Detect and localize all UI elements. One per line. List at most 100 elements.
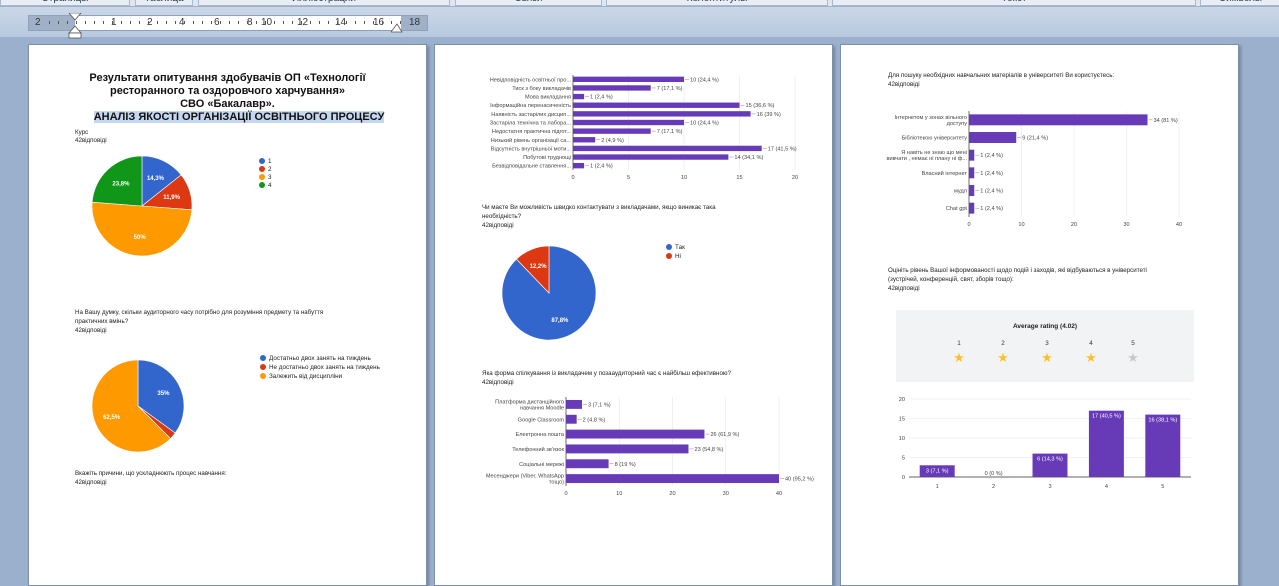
ruler-tick xyxy=(166,21,167,24)
ribbon-group-0[interactable]: Страницы xyxy=(0,0,130,6)
ribbon: Страницы Таблица Иллюстрации Связи Колонтиту… xyxy=(0,0,1279,7)
data-label: 9 (21,4 %) xyxy=(1022,136,1048,142)
q6-question: Для пошуку необхідних навчальних матеріа… xyxy=(888,72,1115,79)
legend-item: Не достатньо двох занять на тиждень xyxy=(260,364,380,371)
legend-swatch xyxy=(260,373,266,379)
communication-bar-chart: 0 10 20 30 40 Платформа дистанційногонавчання… xyxy=(486,397,814,497)
ribbon-group-5[interactable]: Текст xyxy=(832,0,1196,6)
q1-count: 42відповіді xyxy=(75,137,107,144)
ruler-tick xyxy=(238,21,239,24)
q5-count: 42відповіді xyxy=(482,379,514,386)
x-tick-label: 3 xyxy=(1048,484,1051,490)
x-tick-label: 30 xyxy=(1123,222,1129,228)
pie-slice-label: 23,8% xyxy=(112,181,130,187)
bar xyxy=(573,111,751,117)
right-indent-marker[interactable] xyxy=(391,23,403,33)
data-label: 6 (14,3 %) xyxy=(1037,457,1063,463)
ruler-tick xyxy=(364,21,365,24)
average-rating-panel: Average rating (4.02) 1 ★ 2 ★ 3 ★ 4 ★ 5 ★ xyxy=(896,310,1194,382)
category-label: Інформаційна перенасиченість xyxy=(490,102,571,109)
pie-slice-label: 35% xyxy=(157,391,170,397)
data-label: 23 (54,8 %) xyxy=(694,447,723,453)
category-label: Інтернетом у зонах вільного xyxy=(894,115,967,121)
bar xyxy=(573,76,684,82)
category-label: Побутові труднощі xyxy=(523,155,571,161)
rating-scale-label: 5 xyxy=(1131,340,1135,347)
ruler-tick xyxy=(157,21,158,24)
study-time-pie-chart: 35% 62,5% xyxy=(91,359,185,453)
ruler-tick xyxy=(94,21,95,24)
x-tick-label: 10 xyxy=(681,175,687,181)
ruler-area: 2 1 2 4 6 8 10 12 14 16 18 xyxy=(0,7,1279,39)
report-subtitle: АНАЛІЗ ЯКОСТІ ОРГАНІЗАЦІЇ ОСВІТНЬОГО ПРО… xyxy=(89,111,389,124)
ribbon-group-1[interactable]: Таблица xyxy=(135,0,193,6)
ribbon-group-6[interactable]: Символы xyxy=(1200,0,1279,6)
legend-label: 4 xyxy=(268,182,272,189)
ribbon-group-4[interactable]: Колонтитулы xyxy=(606,0,828,6)
data-label: 8 (19 %) xyxy=(615,462,636,468)
category-label: Власний інтернет xyxy=(922,170,968,177)
q4-count: 42відповіді xyxy=(482,222,514,229)
x-tick-label: 5 xyxy=(627,175,630,181)
pie-slice-label: 14,3% xyxy=(147,176,165,182)
data-label: 14 (34,1 %) xyxy=(734,155,763,161)
category-label: Застаріла технічна та лабора... xyxy=(490,121,572,127)
category-label: Платформа дистанційного xyxy=(495,398,564,405)
bar xyxy=(969,149,975,161)
average-rating-title: Average rating (4.02) xyxy=(1012,323,1078,330)
pie-slice-label: 87,8% xyxy=(551,318,569,324)
category-label: Електронна пошта xyxy=(516,432,565,438)
q7-question-line-2: (зустрічей, конференцій, свят, зборів то… xyxy=(888,276,1014,283)
category-label: доступу xyxy=(947,121,968,127)
bar xyxy=(1032,453,1068,477)
bar xyxy=(1088,410,1124,477)
pie-slice xyxy=(137,359,185,434)
rating-scale-label: 3 xyxy=(1045,340,1049,347)
q6-count: 42відповіді xyxy=(888,81,920,88)
ribbon-group-3[interactable]: Связи xyxy=(455,0,602,6)
category-label: Недостатня практична підгот... xyxy=(492,129,572,135)
ruler-tick xyxy=(184,21,185,24)
q2-question-line-1: На Вашу думку, скільки аудиторного часу … xyxy=(75,309,324,316)
data-label: 34 (81 %) xyxy=(1154,118,1178,124)
data-label: 1 (2,4 %) xyxy=(590,95,613,101)
indent-marker[interactable] xyxy=(68,13,82,39)
q3-question: Вкажіть причини, що ускладнюють процес н… xyxy=(75,470,227,477)
legend-swatch xyxy=(259,158,265,164)
bar xyxy=(573,128,651,134)
ruler-tick xyxy=(373,21,374,24)
star-icon: ★ xyxy=(1085,350,1097,365)
legend-label: Ні xyxy=(675,253,681,260)
ruler-tick xyxy=(229,21,230,24)
materials-bar-chart: 0 10 20 30 40 Інтернетом у зонах вільногодост… xyxy=(886,111,1182,228)
x-tick-label: 20 xyxy=(1071,222,1077,228)
ruler-number: 12 xyxy=(297,17,309,28)
page-2: 0 5 10 15 20 Невідповідність освітньої про...… xyxy=(434,44,833,586)
ruler-left-margin xyxy=(29,16,75,30)
pie-slice xyxy=(91,359,171,453)
q2-question-line-2: практичних вмінь? xyxy=(75,318,129,325)
bar xyxy=(566,444,689,454)
data-label: 2 (4,8 %) xyxy=(583,417,606,423)
star-icon: ★ xyxy=(1127,350,1139,365)
x-tick-label: 0 xyxy=(967,222,970,228)
horizontal-ruler[interactable]: 2 1 2 4 6 8 10 12 14 16 18 xyxy=(28,15,428,31)
pie-slice xyxy=(515,245,550,294)
data-label: 1 (2,4 %) xyxy=(590,164,613,170)
data-label: 10 (24,4 %) xyxy=(690,121,719,127)
ruler-tick xyxy=(247,21,248,24)
ruler-tick xyxy=(67,21,68,24)
category-label: Відсутність внутрішньої моти... xyxy=(491,146,572,152)
highlighted-subtitle: АНАЛІЗ ЯКОСТІ ОРГАНІЗАЦІЇ ОСВІТНЬОГО ПРО… xyxy=(93,111,385,123)
q4-question-line-1: Чи маєте Ви можливість швидко контактува… xyxy=(482,204,716,211)
ribbon-group-2[interactable]: Иллюстрации xyxy=(198,0,450,6)
pie-slice-label: 12,2% xyxy=(530,264,548,270)
category-label: Телефонний зв'язок xyxy=(512,446,564,453)
q3-count: 42відповіді xyxy=(75,479,107,486)
x-tick-label: 40 xyxy=(776,491,782,497)
ruler-number: 6 xyxy=(214,17,220,28)
study-time-legend: Достатньо двох занять на тиждень Не доста… xyxy=(260,355,380,382)
category-label: Наявність застарілих дисцип... xyxy=(491,112,571,118)
rating-stars-row: 1 ★ 2 ★ 3 ★ 4 ★ 5 ★ xyxy=(896,340,1194,376)
q2-count: 42відповіді xyxy=(75,327,107,334)
